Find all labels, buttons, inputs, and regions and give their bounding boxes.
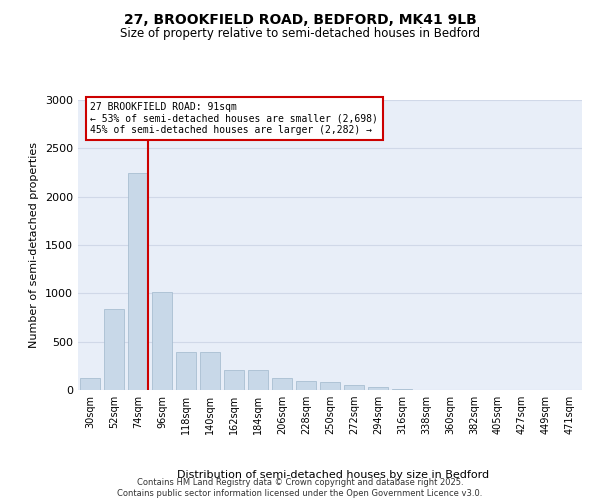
Bar (128, 172, 148, 390)
Bar (368, 387, 388, 390)
Bar (296, 381, 316, 390)
Text: 27, BROOKFIELD ROAD, BEDFORD, MK41 9LB: 27, BROOKFIELD ROAD, BEDFORD, MK41 9LB (124, 12, 476, 26)
Y-axis label: Number of semi-detached properties: Number of semi-detached properties (29, 142, 40, 348)
Text: Contains HM Land Registry data © Crown copyright and database right 2025.
Contai: Contains HM Land Registry data © Crown c… (118, 478, 482, 498)
Bar (272, 378, 292, 390)
Bar (200, 352, 220, 390)
Bar (152, 292, 172, 390)
Bar (104, 309, 124, 390)
Bar (224, 370, 244, 390)
Bar (344, 384, 364, 390)
Bar (80, 378, 100, 390)
Bar (176, 352, 196, 390)
Bar (248, 370, 268, 390)
Bar (392, 389, 412, 390)
Text: Size of property relative to semi-detached houses in Bedford: Size of property relative to semi-detach… (120, 28, 480, 40)
Text: Distribution of semi-detached houses by size in Bedford: Distribution of semi-detached houses by … (177, 470, 489, 480)
Text: 27 BROOKFIELD ROAD: 91sqm
← 53% of semi-detached houses are smaller (2,698)
45% : 27 BROOKFIELD ROAD: 91sqm ← 53% of semi-… (91, 102, 379, 135)
Bar (320, 382, 340, 390)
